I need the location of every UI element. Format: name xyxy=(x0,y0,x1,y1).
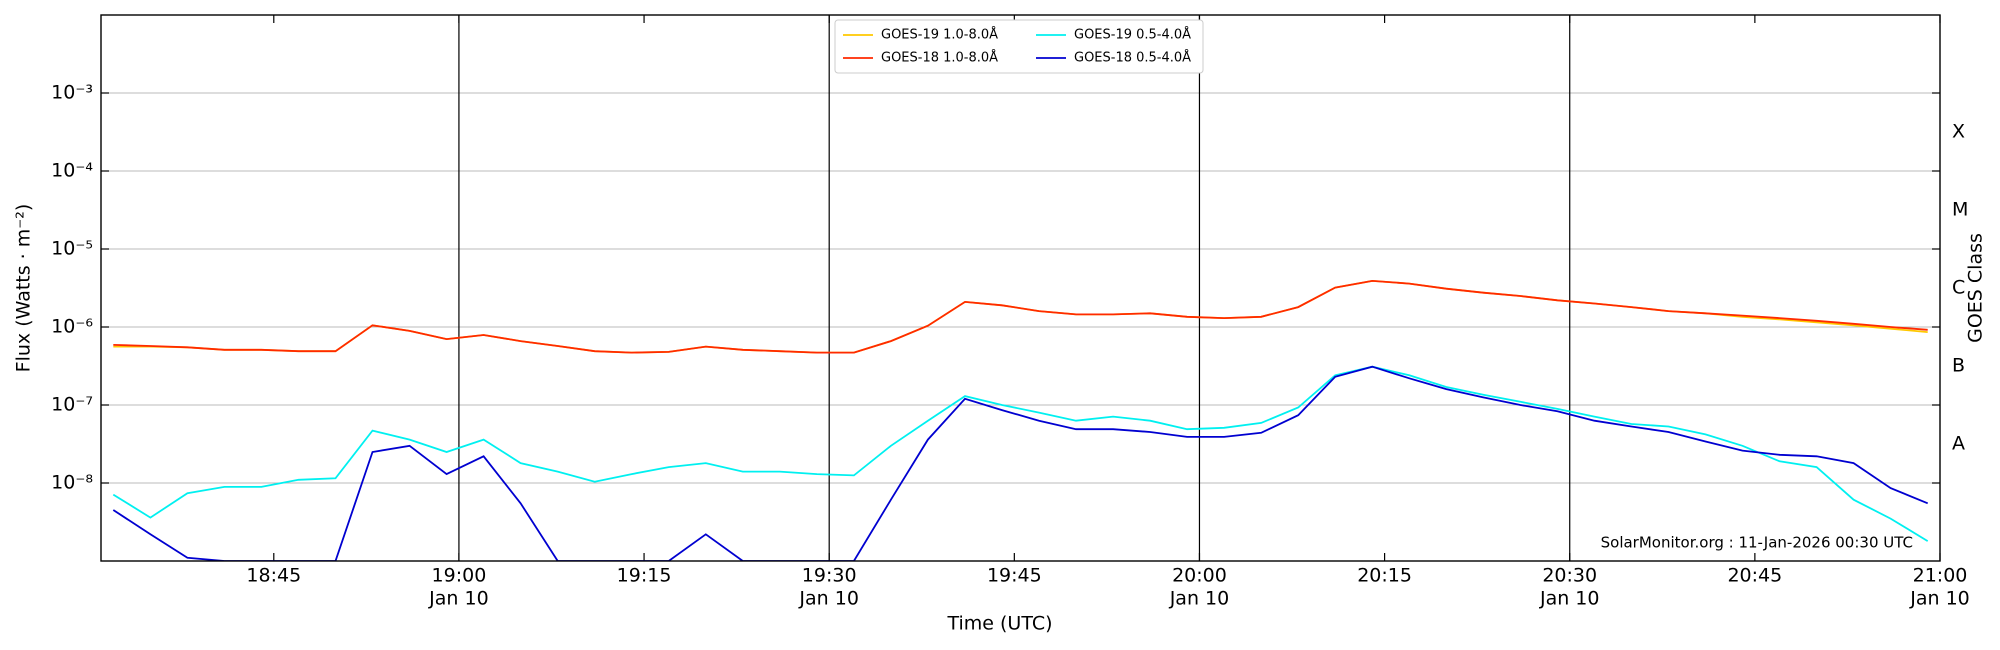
y2-tick-label: B xyxy=(1952,355,1965,377)
x-tick-label: 20:15 xyxy=(1357,565,1412,587)
x-tick-label: 19:45 xyxy=(987,565,1042,587)
y-tick-label: 10⁻⁴ xyxy=(51,160,93,182)
y-tick-label: 10⁻⁷ xyxy=(51,394,93,416)
x-tick-date: Jan 10 xyxy=(1539,588,1600,610)
plot-lines xyxy=(112,279,1929,561)
x-tick-label: 21:00 xyxy=(1913,565,1968,587)
x-axis-title: Time (UTC) xyxy=(946,613,1052,635)
y-tick-label: 10⁻⁶ xyxy=(51,316,93,338)
y2-tick-label: A xyxy=(1952,433,1965,455)
x-tick-date: Jan 10 xyxy=(798,588,859,610)
x-tick-label: 20:00 xyxy=(1172,565,1227,587)
series-line xyxy=(112,365,1929,561)
x-tick-label: 19:30 xyxy=(802,565,857,587)
y-tick-label: 10⁻³ xyxy=(51,82,93,104)
y-tick-label: 10⁻⁸ xyxy=(51,472,93,494)
y-axis-title: Flux (Watts · m⁻²) xyxy=(13,204,35,373)
series-line xyxy=(113,279,1928,354)
y2-axis-title: GOES Class xyxy=(1965,233,1987,343)
legend-label: GOES-19 1.0-8.0Å xyxy=(881,27,998,43)
x-tick-date: Jan 10 xyxy=(1169,588,1230,610)
x-tick-label: 19:00 xyxy=(432,565,487,587)
x-tick-label: 20:45 xyxy=(1727,565,1782,587)
y2-tick-label: M xyxy=(1952,199,1968,221)
x-tick-label: 20:30 xyxy=(1542,565,1597,587)
x-tick-date: Jan 10 xyxy=(1909,588,1970,610)
x-tick-label: 18:45 xyxy=(246,565,301,587)
plot-frame xyxy=(100,14,1941,562)
legend-label: GOES-19 0.5-4.0Å xyxy=(1074,27,1191,43)
series-line xyxy=(113,279,1928,354)
annotation: SolarMonitor.org : 11-Jan-2026 00:30 UTC xyxy=(1601,534,1913,552)
y2-tick-label: X xyxy=(1952,121,1965,143)
x-tick-date: Jan 10 xyxy=(428,588,489,610)
y2-tick-label: C xyxy=(1952,277,1965,299)
legend-label: GOES-18 0.5-4.0Å xyxy=(1074,50,1191,66)
legend-box xyxy=(834,19,1204,74)
y-tick-label: 10⁻⁵ xyxy=(51,238,93,260)
x-tick-label: 19:15 xyxy=(617,565,672,587)
legend-label: GOES-18 1.0-8.0Å xyxy=(881,50,998,66)
series-line xyxy=(112,365,1929,542)
